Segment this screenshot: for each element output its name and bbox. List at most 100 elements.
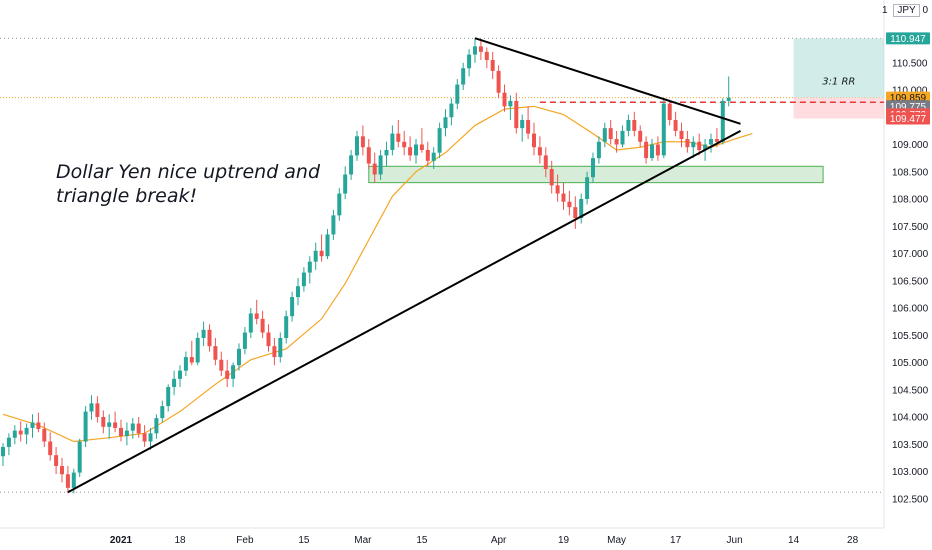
candle-body [154, 418, 159, 434]
candle-body [608, 128, 613, 140]
candle-body [331, 215, 336, 235]
annotation-text: Dollar Yen nice uptrend and triangle bre… [56, 160, 320, 208]
candle-body [266, 332, 271, 347]
candle-body [272, 346, 277, 358]
candle-body [337, 193, 342, 216]
candle-body [478, 46, 483, 52]
candle-body [602, 128, 607, 142]
candle-body [614, 139, 619, 145]
candle-body [384, 149, 389, 156]
candle-body [709, 139, 713, 145]
price-tag[interactable] [886, 112, 930, 125]
candle-body [178, 370, 182, 379]
candle-body [726, 97, 731, 101]
candle-body [242, 332, 247, 349]
price-axis-tick: 110.000 [892, 86, 928, 97]
candle-body [396, 133, 401, 142]
candle-body [443, 117, 448, 129]
candle-body [54, 455, 59, 467]
time-axis-tick: 17 [670, 535, 682, 546]
time-axis-tick: 19 [558, 535, 570, 546]
candle-body [596, 141, 601, 159]
candle-body [83, 411, 88, 442]
candle-body [71, 472, 76, 488]
candle-body [461, 68, 466, 85]
price-tag[interactable] [886, 32, 930, 45]
ascending-trendline[interactable] [67, 129, 741, 494]
price-axis-tick: 103.500 [892, 440, 929, 451]
candle-body [172, 378, 177, 388]
candle-body [455, 84, 460, 104]
candle-body [408, 147, 413, 156]
candle-body [189, 357, 194, 363]
candle-body [573, 207, 578, 219]
candle-body [101, 417, 106, 427]
candle-body [42, 428, 47, 442]
candle-body [95, 403, 100, 417]
candle-body [437, 128, 442, 153]
support-zone[interactable] [368, 165, 824, 184]
candle-body [425, 149, 430, 161]
time-axis-tick: Mar [354, 535, 372, 546]
candle-body [24, 427, 29, 435]
candle-body [402, 141, 407, 148]
candle-body [183, 357, 188, 371]
candle-body [585, 177, 590, 199]
descending-trendline[interactable] [474, 37, 741, 125]
candle-body [343, 174, 348, 194]
candle-body [12, 430, 17, 438]
candle-body [107, 422, 112, 427]
currency-label[interactable]: 1 JPY 0 [882, 4, 928, 17]
price-axis-tick: 109.000 [892, 140, 929, 151]
candle-body [296, 286, 300, 298]
candle-body [549, 169, 554, 186]
price-axis-tick: 106.000 [892, 304, 929, 315]
candle-body [650, 144, 654, 159]
price-axis-tick: 104.500 [892, 385, 929, 396]
currency-box[interactable]: JPY [893, 4, 920, 17]
candle-body [207, 329, 212, 347]
candle-body [142, 433, 147, 442]
price-axis-tick: 105.500 [892, 331, 929, 342]
candle-body [113, 422, 118, 428]
candle-body [632, 119, 637, 131]
candle-body [360, 136, 365, 148]
candle-body [136, 423, 141, 434]
candle-body [473, 46, 477, 55]
candle-body [166, 387, 171, 407]
price-axis-tick: 106.500 [892, 276, 929, 287]
currency-suffix: 0 [922, 5, 928, 16]
candle-body [561, 193, 566, 202]
candle-body [514, 100, 519, 129]
candle-body [537, 147, 542, 156]
candle-body [520, 119, 525, 129]
candle-body [148, 433, 153, 442]
candle-body [130, 423, 135, 431]
candle-body [231, 365, 236, 379]
candle-body [378, 155, 383, 175]
stop-zone[interactable] [793, 97, 884, 119]
candle-body [349, 155, 354, 175]
price-tag-label: 109.775 [890, 102, 927, 113]
annotation-line-1: Dollar Yen nice uptrend and [56, 161, 321, 183]
candle-body [419, 144, 424, 150]
candle-body [248, 313, 253, 333]
candle-body [691, 141, 696, 148]
candle-body [201, 329, 206, 338]
candle-body [685, 139, 690, 148]
target-zone[interactable] [793, 38, 884, 98]
candle-body [237, 348, 241, 366]
candle-body [390, 133, 395, 150]
risk-reward-label: 3:1 RR [822, 77, 855, 88]
time-axis-tick: Jun [727, 535, 743, 546]
time-axis-tick: 15 [416, 535, 428, 546]
candle-body [18, 430, 23, 435]
candle-body [431, 152, 436, 161]
price-axis-tick: 108.500 [892, 167, 929, 178]
candle-body [526, 119, 531, 134]
candle-body [278, 337, 283, 358]
candle-body [484, 51, 489, 61]
price-axis-tick: 105.000 [892, 358, 929, 369]
price-axis-tick: 110.500 [892, 58, 928, 69]
